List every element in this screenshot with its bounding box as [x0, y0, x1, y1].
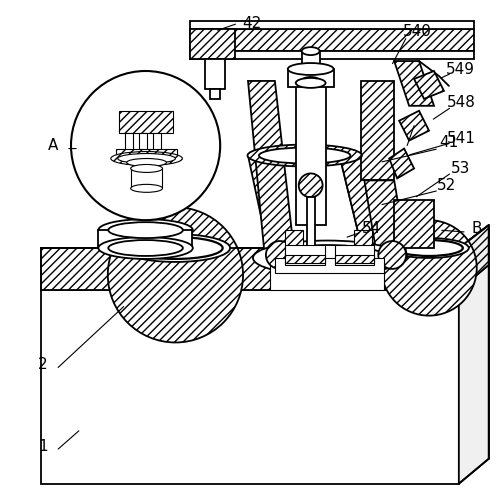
Circle shape — [108, 207, 243, 342]
Polygon shape — [268, 156, 364, 258]
Polygon shape — [270, 265, 384, 290]
Text: 540: 540 — [403, 24, 431, 39]
Polygon shape — [275, 258, 384, 273]
Text: 2: 2 — [39, 357, 48, 372]
Polygon shape — [190, 51, 474, 59]
Polygon shape — [335, 245, 374, 265]
Text: 53: 53 — [451, 161, 470, 176]
Polygon shape — [364, 180, 407, 258]
Ellipse shape — [296, 78, 326, 88]
Polygon shape — [285, 230, 303, 268]
Polygon shape — [41, 248, 459, 290]
Circle shape — [71, 71, 220, 220]
Ellipse shape — [253, 241, 402, 275]
Ellipse shape — [127, 159, 166, 167]
Polygon shape — [152, 133, 160, 151]
Polygon shape — [119, 111, 173, 133]
Polygon shape — [248, 156, 295, 258]
Polygon shape — [459, 265, 488, 484]
Polygon shape — [210, 89, 220, 99]
Polygon shape — [394, 200, 434, 248]
Ellipse shape — [268, 245, 387, 271]
Ellipse shape — [118, 154, 175, 164]
Text: 52: 52 — [437, 178, 456, 193]
Polygon shape — [139, 133, 147, 151]
Circle shape — [378, 241, 406, 269]
Polygon shape — [131, 169, 162, 188]
Ellipse shape — [131, 184, 162, 192]
Polygon shape — [288, 69, 334, 87]
Ellipse shape — [288, 63, 334, 75]
Text: 549: 549 — [446, 61, 475, 76]
Polygon shape — [190, 29, 474, 51]
Ellipse shape — [131, 165, 162, 173]
Ellipse shape — [302, 77, 320, 85]
Circle shape — [381, 220, 477, 316]
Polygon shape — [354, 230, 372, 268]
Circle shape — [299, 174, 323, 197]
Polygon shape — [125, 133, 133, 151]
Ellipse shape — [128, 237, 222, 259]
Text: A: A — [48, 138, 58, 153]
Polygon shape — [98, 230, 192, 248]
Polygon shape — [285, 245, 325, 265]
Polygon shape — [335, 255, 374, 263]
Ellipse shape — [395, 240, 463, 256]
Polygon shape — [340, 156, 389, 258]
Ellipse shape — [111, 152, 182, 166]
Text: 548: 548 — [446, 95, 475, 110]
Polygon shape — [389, 149, 414, 179]
Text: 54: 54 — [362, 221, 381, 236]
Polygon shape — [116, 149, 177, 157]
Text: 42: 42 — [242, 16, 262, 31]
Ellipse shape — [259, 148, 350, 164]
Ellipse shape — [302, 47, 320, 55]
Polygon shape — [190, 29, 235, 59]
Polygon shape — [296, 81, 326, 225]
Polygon shape — [205, 59, 225, 89]
Ellipse shape — [389, 238, 469, 258]
Polygon shape — [190, 21, 474, 29]
Polygon shape — [414, 71, 444, 99]
Polygon shape — [459, 225, 488, 290]
Ellipse shape — [247, 145, 362, 167]
Ellipse shape — [98, 237, 193, 259]
Ellipse shape — [98, 219, 193, 241]
Text: 41: 41 — [439, 135, 458, 150]
Polygon shape — [361, 81, 394, 180]
Polygon shape — [399, 111, 429, 141]
Ellipse shape — [108, 222, 183, 238]
Polygon shape — [307, 197, 315, 262]
Text: 541: 541 — [446, 131, 475, 146]
Polygon shape — [285, 255, 325, 263]
Text: B: B — [471, 221, 482, 236]
Polygon shape — [41, 290, 459, 484]
Ellipse shape — [296, 76, 326, 86]
Polygon shape — [248, 81, 295, 258]
Ellipse shape — [108, 240, 183, 256]
Polygon shape — [302, 51, 320, 81]
Circle shape — [266, 241, 294, 269]
Ellipse shape — [121, 234, 230, 262]
Text: 1: 1 — [39, 440, 48, 455]
Polygon shape — [394, 61, 434, 106]
